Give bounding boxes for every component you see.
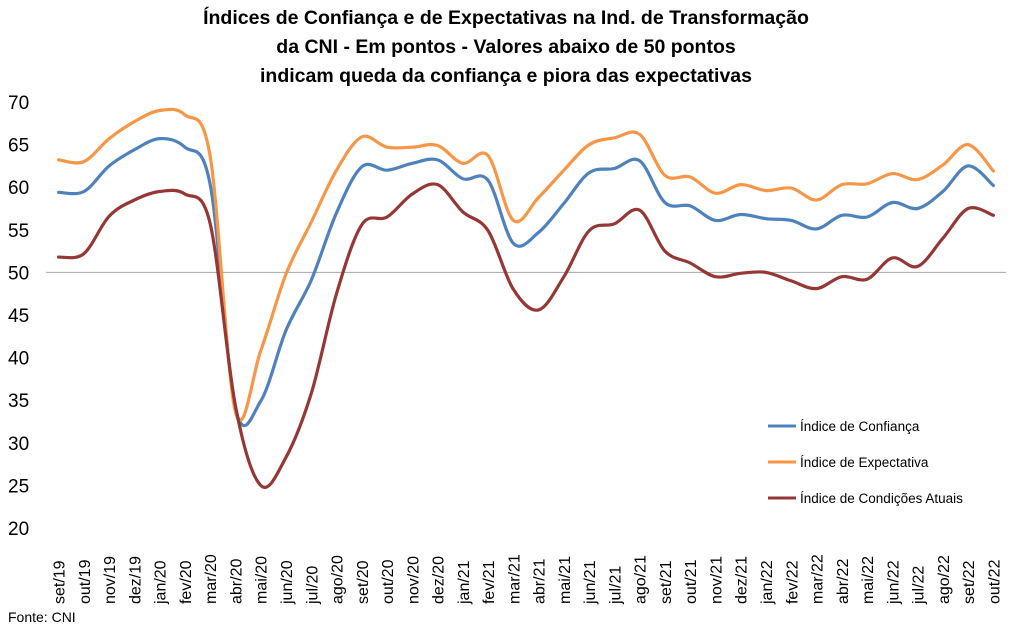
x-axis: set/19 out/19 nov/19 dez/19 jan/20 fev/20 mar/… bbox=[52, 554, 1004, 605]
source-note: Fonte: CNI bbox=[8, 609, 76, 625]
chart-title-line-3: indicam queda da confiança e piora das e… bbox=[259, 65, 752, 87]
x-tick-label: out/20 bbox=[380, 559, 397, 604]
legend-label-confianca: Índice de Confiança bbox=[800, 419, 920, 434]
x-tick-label: mai/22 bbox=[860, 556, 877, 604]
y-tick-label: 30 bbox=[8, 434, 29, 455]
y-tick-label: 50 bbox=[8, 263, 29, 284]
x-tick-label: jan/21 bbox=[456, 560, 473, 605]
x-tick-label: out/22 bbox=[986, 559, 1003, 604]
y-axis: 20 25 30 35 40 45 50 55 60 65 70 bbox=[8, 93, 29, 540]
chart-title-line-2: da CNI - Em pontos - Valores abaixo de 5… bbox=[276, 36, 736, 58]
x-tick-label: jan/20 bbox=[153, 560, 170, 605]
x-tick-label: set/20 bbox=[355, 560, 372, 604]
series-line-expectativa bbox=[57, 107, 995, 423]
x-tick-label: ago/22 bbox=[936, 555, 953, 604]
x-tick-label: mar/22 bbox=[810, 554, 827, 604]
legend-label-expectativa: Índice de Expectativa bbox=[800, 455, 929, 470]
x-tick-label: nov/21 bbox=[708, 556, 725, 604]
x-tick-label: jul/20 bbox=[304, 566, 321, 605]
y-tick-label: 65 bbox=[8, 136, 29, 157]
x-tick-label: ago/21 bbox=[633, 555, 650, 604]
series-line-confianca bbox=[57, 136, 995, 428]
y-tick-label: 20 bbox=[8, 519, 29, 540]
y-tick-label: 35 bbox=[8, 391, 29, 412]
y-tick-label: 60 bbox=[8, 178, 29, 199]
x-tick-label: mar/20 bbox=[203, 554, 220, 604]
x-tick-label: ago/20 bbox=[330, 555, 347, 604]
x-tick-label: fev/21 bbox=[481, 560, 498, 604]
x-tick-label: dez/19 bbox=[127, 556, 144, 604]
x-tick-label: dez/21 bbox=[734, 556, 751, 604]
x-tick-label: fev/20 bbox=[178, 560, 195, 604]
x-tick-label: abr/22 bbox=[835, 559, 852, 604]
series-group bbox=[57, 107, 995, 489]
x-tick-label: abr/21 bbox=[532, 559, 549, 604]
y-tick-label: 55 bbox=[8, 221, 29, 242]
y-tick-label: 40 bbox=[8, 349, 29, 370]
x-tick-label: jan/22 bbox=[759, 560, 776, 605]
x-tick-label: fev/22 bbox=[784, 560, 801, 604]
x-tick-label: set/19 bbox=[52, 560, 69, 604]
x-tick-label: set/21 bbox=[658, 560, 675, 604]
y-tick-label: 25 bbox=[8, 476, 29, 497]
x-tick-label: jun/20 bbox=[279, 560, 296, 605]
legend: Índice de Confiança Índice de Expectativa… bbox=[768, 419, 963, 506]
x-tick-label: abr/20 bbox=[228, 559, 245, 604]
x-tick-label: nov/20 bbox=[405, 556, 422, 604]
x-tick-label: mai/21 bbox=[557, 556, 574, 604]
legend-label-condicoes: Índice de Condições Atuais bbox=[800, 491, 963, 506]
x-tick-label: jul/22 bbox=[911, 566, 928, 605]
x-tick-label: out/19 bbox=[77, 559, 94, 604]
series-line-condicoes bbox=[57, 182, 995, 489]
x-tick-label: jul/21 bbox=[607, 566, 624, 605]
x-tick-label: mar/21 bbox=[506, 554, 523, 604]
x-tick-label: jun/22 bbox=[885, 560, 902, 605]
x-tick-label: dez/20 bbox=[431, 556, 448, 604]
chart-title-line-1: Índices de Confiança e de Expectativas n… bbox=[203, 7, 809, 29]
y-tick-label: 45 bbox=[8, 306, 29, 327]
x-tick-label: mai/20 bbox=[254, 556, 271, 604]
chart-title: Índices de Confiança e de Expectativas n… bbox=[0, 4, 1012, 91]
x-tick-label: jun/21 bbox=[582, 560, 599, 605]
x-tick-label: nov/19 bbox=[102, 556, 119, 604]
x-tick-label: set/22 bbox=[961, 560, 978, 604]
x-tick-label: out/21 bbox=[683, 559, 700, 604]
y-tick-label: 70 bbox=[8, 93, 29, 114]
